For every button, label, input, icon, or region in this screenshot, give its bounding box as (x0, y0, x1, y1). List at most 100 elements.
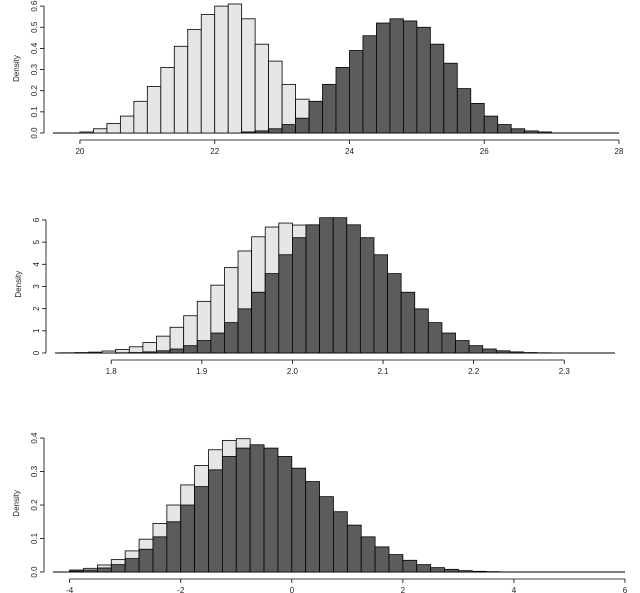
histogram-bar (93, 128, 108, 134)
histogram-bar (146, 86, 162, 134)
histogram-bar (471, 570, 487, 573)
histogram-bar (374, 546, 390, 573)
x-tick-label: 2.3 (559, 367, 571, 376)
histogram-bar (221, 456, 237, 573)
histogram-bar (156, 350, 171, 354)
histogram-bar (278, 254, 293, 354)
x-tick-label: -2 (177, 586, 185, 593)
histogram-bar (335, 67, 350, 134)
histogram-bar (400, 291, 416, 354)
x-tick-label: 2 (401, 586, 406, 593)
y-tick-label: 0 (32, 350, 41, 355)
y-tick-label: 0.2 (30, 85, 39, 97)
histogram-bar (295, 117, 310, 134)
histogram-bar (152, 536, 168, 573)
histogram-bar (322, 83, 337, 134)
histogram-bar (79, 131, 94, 134)
y-tick-label: 0.1 (30, 532, 39, 544)
x-tick-label: 4 (512, 586, 517, 593)
y-axis-label: Density (12, 55, 21, 82)
histogram-bar (173, 45, 189, 134)
histogram-bar (510, 128, 526, 134)
histogram-bar (362, 35, 377, 134)
histogram-bar (101, 350, 117, 354)
histogram-bar (106, 123, 121, 134)
y-tick-label: 1 (32, 328, 41, 333)
histogram-bar (444, 568, 459, 573)
histogram-bar (235, 447, 251, 573)
histogram-bar (69, 570, 84, 573)
x-tick-label: 2.0 (287, 367, 299, 376)
y-axis-label: Density (12, 490, 21, 517)
x-tick-label: 26 (480, 147, 489, 156)
histogram-bar (402, 20, 418, 134)
x-tick-label: 1.8 (106, 367, 118, 376)
histogram-bar (387, 273, 402, 354)
histogram-bar (169, 348, 185, 354)
histogram-bar (187, 28, 202, 134)
histogram-bar (443, 62, 458, 134)
histogram-bar (281, 124, 296, 134)
histogram-bar (495, 350, 511, 354)
histogram-bar (470, 102, 485, 134)
histogram-bar (268, 128, 283, 134)
y-tick-label: 0.3 (30, 465, 39, 477)
histogram-bar (456, 88, 472, 134)
histogram-bar (241, 131, 256, 134)
histogram-bar (241, 18, 256, 134)
y-tick-label: 2 (32, 306, 41, 311)
histogram-bar (429, 43, 445, 134)
histogram-bar (402, 559, 418, 573)
histogram-bar (237, 308, 253, 354)
y-axis-label: Density (14, 271, 23, 298)
x-tick-label: 2.2 (468, 367, 480, 376)
histogram-bar (200, 14, 216, 134)
histogram-bar (416, 564, 432, 573)
y-tick-label: 6 (32, 217, 41, 222)
histogram-bar (268, 60, 283, 134)
histogram-bar (537, 131, 553, 134)
histogram-bar (441, 332, 456, 354)
histogram-bar (430, 567, 445, 573)
histogram-bar (497, 124, 512, 134)
histogram-bar (249, 444, 265, 573)
histogram-bar (346, 224, 361, 354)
y-tick-label: 0.3 (30, 63, 39, 75)
histogram-bar (468, 345, 484, 354)
histogram-bar (291, 467, 307, 573)
histogram-bar (346, 524, 362, 573)
histogram-bar (308, 100, 323, 134)
histogram-bar (373, 254, 388, 354)
histogram-bar (166, 521, 182, 573)
x-tick-label: 1.9 (196, 367, 208, 376)
histogram-bar (388, 554, 404, 573)
histogram-bar (332, 217, 348, 354)
histogram-bar (292, 237, 307, 354)
x-tick-label: 20 (75, 147, 84, 156)
histogram-bar (416, 26, 431, 134)
histogram-bar (376, 22, 391, 134)
x-tick-label: 28 (615, 147, 624, 156)
histogram-bar (483, 115, 499, 134)
histogram-bar (251, 291, 266, 354)
histogram-bar (524, 130, 539, 134)
histogram-bar (455, 340, 470, 354)
x-tick-label: -4 (66, 586, 74, 593)
histogram-bar (254, 43, 270, 134)
histogram-bar (142, 351, 157, 354)
y-tick-label: 0.1 (30, 106, 39, 118)
histogram-bar (160, 67, 175, 134)
histogram-bar (414, 308, 429, 354)
histogram-bar (119, 115, 135, 134)
histogram-bar (180, 504, 196, 573)
histogram-bar (194, 486, 209, 573)
x-tick-label: 22 (210, 147, 219, 156)
histogram-bar (183, 345, 198, 354)
y-tick-label: 0.4 (30, 432, 39, 444)
y-tick-label: 0.5 (30, 21, 39, 33)
histogram-bar (210, 332, 225, 354)
histogram-bar (319, 496, 334, 573)
histogram-bar (97, 567, 112, 573)
histogram-bar (138, 548, 154, 573)
